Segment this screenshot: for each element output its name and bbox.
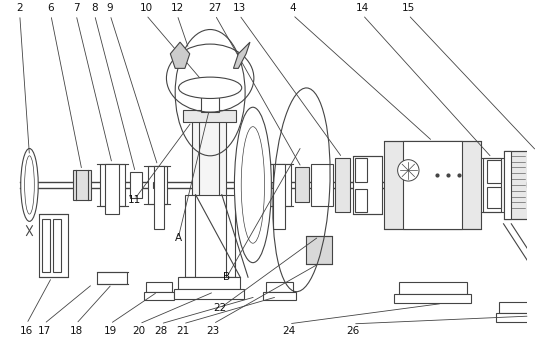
Bar [499,301,537,313]
Bar [174,289,244,299]
Text: 27: 27 [208,3,222,13]
Ellipse shape [241,127,265,243]
Text: 2: 2 [17,3,23,13]
Text: 17: 17 [38,326,50,336]
Bar [336,158,350,212]
Bar [273,164,285,229]
Text: 19: 19 [104,326,117,336]
Bar [394,294,471,303]
Bar [39,214,68,277]
Bar [270,164,291,206]
Bar [483,158,500,212]
Bar [42,219,50,272]
Text: B: B [223,272,230,282]
Bar [144,292,174,300]
Ellipse shape [397,160,419,181]
Text: 14: 14 [356,3,369,13]
Text: 22: 22 [213,303,227,313]
Bar [53,219,61,272]
Text: 7: 7 [73,3,79,13]
Text: 28: 28 [154,326,167,336]
Bar [201,93,219,112]
Text: 13: 13 [233,3,246,13]
Bar [398,282,467,294]
Bar [263,292,296,300]
Bar [185,195,194,277]
Bar [73,171,91,200]
Bar [146,282,172,292]
Text: 10: 10 [140,3,153,13]
Text: 6: 6 [48,3,54,13]
Text: 26: 26 [346,326,360,336]
Ellipse shape [21,148,38,221]
Text: 21: 21 [176,326,190,336]
Bar [98,272,127,284]
Bar [183,110,236,122]
Bar [504,151,537,219]
Bar [355,189,367,212]
Text: 23: 23 [206,326,220,336]
Bar [265,282,293,292]
Bar [487,160,500,183]
Ellipse shape [25,156,34,214]
Ellipse shape [235,107,271,263]
Bar [105,164,119,214]
Ellipse shape [179,77,242,99]
Bar [295,167,309,202]
Bar [178,277,240,289]
Bar [504,151,511,219]
Text: 12: 12 [171,3,184,13]
Bar [148,165,168,204]
Text: A: A [175,233,182,243]
Text: 8: 8 [91,3,98,13]
Text: 16: 16 [20,326,33,336]
Polygon shape [170,42,190,68]
Bar [403,141,462,229]
Text: 9: 9 [107,3,113,13]
Text: 24: 24 [282,326,295,336]
Bar [311,164,332,206]
Bar [100,164,125,206]
Ellipse shape [527,161,537,209]
Bar [271,182,276,188]
Bar [496,313,537,322]
Text: 4: 4 [289,3,296,13]
Ellipse shape [535,168,537,202]
Text: 15: 15 [402,3,415,13]
Bar [153,182,158,188]
Bar [154,165,164,229]
Bar [192,120,226,195]
Text: 20: 20 [133,326,146,336]
Bar [487,187,500,208]
Text: 11: 11 [128,195,141,204]
Text: 18: 18 [69,326,83,336]
Bar [353,156,382,214]
Bar [129,172,142,198]
Bar [226,195,235,277]
Polygon shape [234,42,250,68]
Bar [355,158,367,182]
Bar [306,236,331,264]
Bar [384,141,481,229]
